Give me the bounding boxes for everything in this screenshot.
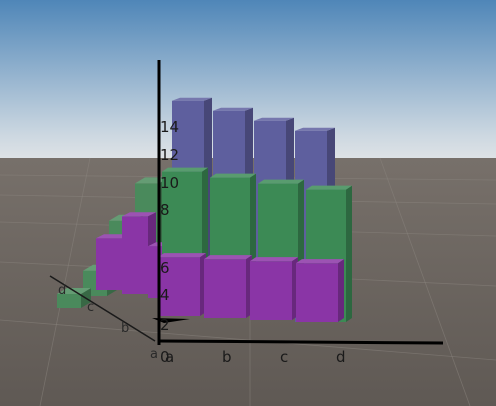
y-tick-label: 14	[160, 118, 179, 136]
bar-s4-a-front	[158, 257, 200, 316]
depth-tick-label: d	[58, 283, 66, 298]
y-tick-label: 2	[160, 316, 170, 334]
bar-s2-b-top	[213, 107, 253, 111]
depth-tick-label: b	[121, 321, 129, 336]
bar-s1-b-top	[122, 212, 156, 217]
bar-s2-c-top	[254, 117, 294, 121]
depth-tick-label: a	[150, 347, 158, 362]
ground-gridline	[39, 157, 91, 406]
bar-s4-a	[158, 253, 206, 316]
bar-s4-c-front	[250, 261, 292, 320]
bar-s3-c-top	[258, 179, 304, 184]
bar-s3-b-top	[210, 173, 256, 178]
bar-s1-a-front	[96, 238, 122, 290]
bar-s2-a-top	[172, 97, 212, 101]
x-axis	[158, 339, 444, 345]
bar-s4-a-top	[158, 253, 206, 258]
bar-s0-d-front	[57, 294, 81, 308]
bar-s4-c	[250, 257, 298, 320]
labels: 2 4 6 8 10 12 14 0a b c d a b c d	[58, 118, 346, 366]
bar-s2-d-top	[295, 127, 335, 131]
bar-s3-a-top	[162, 167, 208, 172]
y-tick-label: 10	[160, 174, 179, 192]
bar-s4-c-top	[250, 257, 298, 262]
depth-tick-label: c	[87, 300, 94, 315]
bar-s4-b-top	[204, 255, 252, 260]
bar-s3-d-top	[306, 185, 352, 190]
bar-s3-d-side	[346, 185, 352, 322]
bar-s1-b-front	[122, 216, 148, 294]
bar-s4-b	[204, 255, 252, 318]
z-axis	[49, 275, 156, 342]
bar-s1-a-top	[96, 234, 130, 239]
bar-s4-d-top	[296, 259, 344, 264]
bar-s4-d	[296, 259, 344, 322]
axes	[49, 60, 444, 345]
origin-label: 0	[160, 348, 170, 366]
y-tick-label: 12	[160, 146, 179, 164]
bars	[57, 97, 352, 322]
ground-gridline	[379, 157, 471, 406]
y-tick-label: 4	[160, 286, 170, 304]
y-tick-label: 6	[160, 259, 170, 277]
bar-s4-d-side	[338, 259, 344, 322]
ground-gridline	[0, 319, 496, 361]
axis-arrow-marker	[152, 318, 190, 323]
x-tick-label: b	[222, 348, 232, 366]
x-tick-label: a	[165, 348, 174, 366]
bar-s4-d-front	[296, 263, 338, 322]
y-tick-label: 8	[160, 201, 170, 219]
bar-s4-b-front	[204, 259, 246, 318]
x-tick-label: d	[336, 348, 346, 366]
x-tick-label: c	[280, 348, 288, 366]
